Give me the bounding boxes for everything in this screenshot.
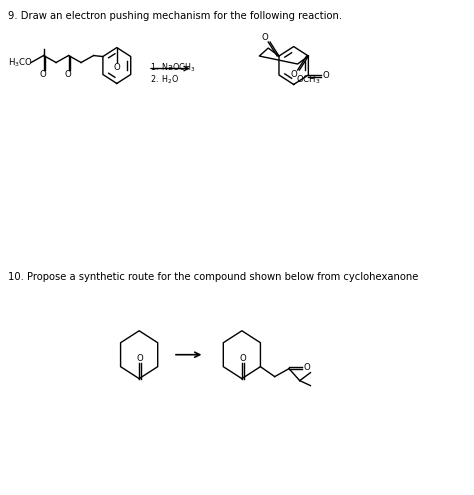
- Text: $\mathsf{1.\ NaOCH_3}$: $\mathsf{1.\ NaOCH_3}$: [150, 61, 196, 74]
- Text: O: O: [291, 70, 298, 79]
- Text: 9. Draw an electron pushing mechanism for the following reaction.: 9. Draw an electron pushing mechanism fo…: [8, 11, 342, 21]
- Text: O: O: [39, 70, 46, 80]
- Text: O: O: [137, 353, 144, 363]
- Text: O: O: [239, 353, 246, 363]
- Text: O: O: [323, 71, 329, 81]
- Text: $\mathsf{OCH_3}$: $\mathsf{OCH_3}$: [296, 74, 320, 87]
- Text: O: O: [303, 363, 310, 372]
- Text: $\mathsf{2.\ H_2O}$: $\mathsf{2.\ H_2O}$: [150, 73, 180, 86]
- Text: O: O: [113, 62, 120, 71]
- Text: 10. Propose a synthetic route for the compound shown below from cyclohexanone: 10. Propose a synthetic route for the co…: [8, 272, 418, 282]
- Text: O: O: [261, 33, 268, 42]
- Text: $\mathsf{H_3CO}$: $\mathsf{H_3CO}$: [8, 56, 33, 69]
- Text: O: O: [64, 70, 71, 80]
